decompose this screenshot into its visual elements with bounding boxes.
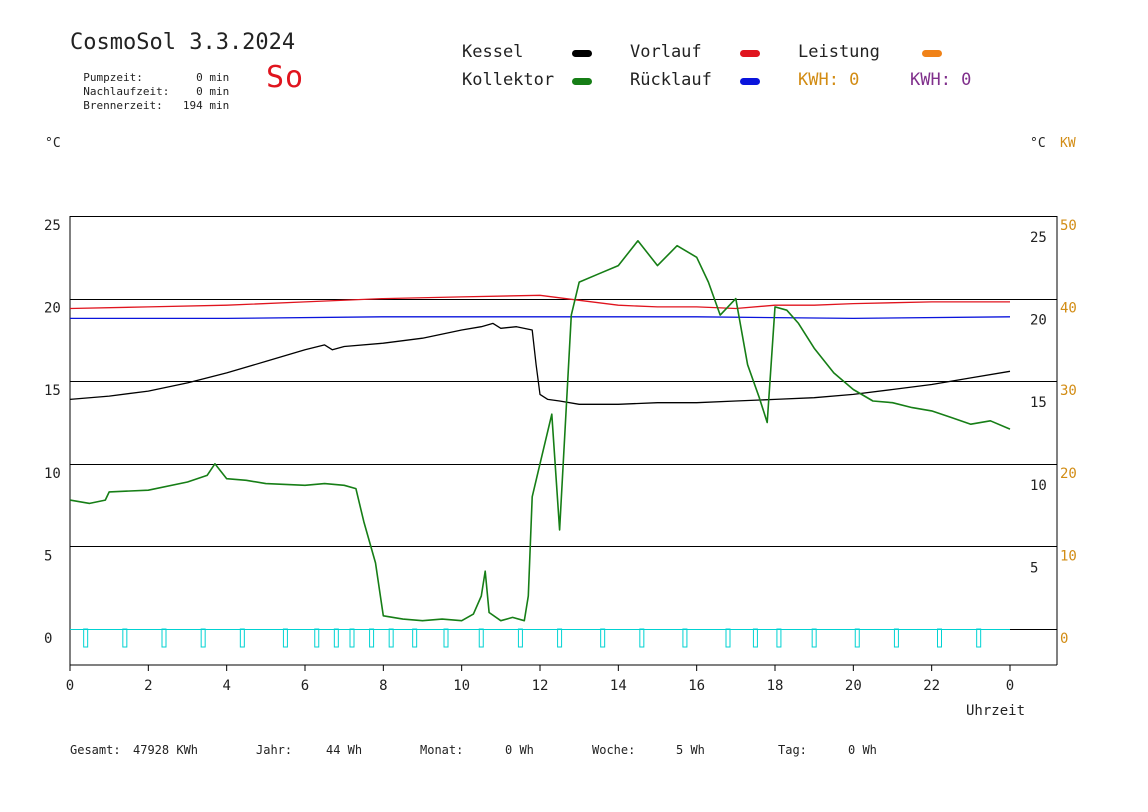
pump-pulse bbox=[122, 628, 128, 648]
info-brennerzeit: Brennerzeit: 194 min bbox=[70, 86, 229, 112]
right-axis-unit-kw: KW bbox=[1060, 136, 1076, 151]
x-tick-label: 14 bbox=[610, 678, 627, 694]
kwh-purple: KWH: 0 bbox=[910, 70, 972, 90]
pump-pulse bbox=[776, 628, 782, 648]
x-tick-label: 16 bbox=[688, 678, 705, 694]
day-label: So bbox=[266, 60, 305, 95]
x-tick-label: 18 bbox=[767, 678, 784, 694]
x-tick-label: 12 bbox=[532, 678, 549, 694]
legend-vorlauf-label: Vorlauf bbox=[630, 42, 702, 62]
y-tick-label-right-kw: 10 bbox=[1060, 548, 1077, 564]
pump-pulse bbox=[443, 628, 449, 648]
y-tick-label-right-c: 10 bbox=[1030, 478, 1047, 494]
kwh-orange: KWH: 0 bbox=[798, 70, 860, 90]
pump-pulse bbox=[600, 628, 606, 648]
info-label: Pumpzeit: bbox=[83, 71, 143, 84]
pump-pulse bbox=[161, 628, 167, 648]
y-tick-label-right-kw: 20 bbox=[1060, 466, 1077, 482]
info-label: Nachlaufzeit: bbox=[83, 85, 170, 98]
y-tick-label-left: 5 bbox=[44, 548, 52, 564]
pump-pulse bbox=[752, 628, 758, 648]
pump-pulse bbox=[412, 628, 418, 648]
y-tick-label-right-c: 20 bbox=[1030, 313, 1047, 329]
legend-leistung-label: Leistung bbox=[798, 42, 880, 62]
legend-leistung-swatch bbox=[922, 50, 942, 57]
y-tick-label-right-c: 15 bbox=[1030, 395, 1047, 411]
footer-jahr-label: Jahr: bbox=[256, 743, 293, 757]
series-line-kessel bbox=[69, 322, 1011, 405]
info-pumpzeit: Pumpzeit: 0 min bbox=[70, 58, 229, 84]
y-tick-label-right-kw: 50 bbox=[1060, 218, 1077, 234]
y-tick-label-left: 0 bbox=[44, 631, 52, 647]
info-nachlaufzeit: Nachlaufzeit: 0 min bbox=[70, 72, 229, 98]
y-tick-label-left: 25 bbox=[44, 218, 61, 234]
pump-pulse bbox=[282, 628, 288, 648]
pump-pulse bbox=[239, 628, 245, 648]
pump-pulse bbox=[83, 628, 89, 648]
footer-monat-label: Monat: bbox=[420, 743, 464, 757]
x-tick-label: 4 bbox=[222, 678, 230, 694]
x-tick-label: 6 bbox=[301, 678, 309, 694]
pump-pulse bbox=[854, 628, 860, 648]
y-tick-label-right-c: 25 bbox=[1030, 230, 1047, 246]
footer-gesamt-value: 47928 KWh bbox=[133, 743, 199, 757]
legend-kollektor-swatch bbox=[572, 78, 592, 85]
pump-pulse bbox=[478, 628, 484, 648]
x-tick-label: 10 bbox=[453, 678, 470, 694]
pump-pulse bbox=[811, 628, 817, 648]
x-tick-label: 0 bbox=[1006, 678, 1014, 694]
legend-kessel-label: Kessel bbox=[462, 42, 524, 62]
legend-kessel-swatch bbox=[572, 50, 592, 57]
footer-tag-label: Tag: bbox=[778, 743, 807, 757]
y-tick-label-right-kw: 40 bbox=[1060, 301, 1077, 317]
y-tick-label-right-kw: 0 bbox=[1060, 631, 1068, 647]
footer-gesamt-label: Gesamt: bbox=[70, 743, 121, 757]
x-tick-label: 0 bbox=[66, 678, 74, 694]
pump-pulse bbox=[333, 628, 339, 648]
left-axis-unit: °C bbox=[45, 136, 61, 151]
pump-pulse bbox=[725, 628, 731, 648]
y-tick-label-left: 20 bbox=[44, 301, 61, 317]
pump-pulse bbox=[200, 628, 206, 648]
series-line-vorlauf bbox=[69, 294, 1010, 310]
x-tick-label: 8 bbox=[379, 678, 387, 694]
y-tick-label-right-c: 5 bbox=[1030, 560, 1038, 576]
x-tick-label: 22 bbox=[923, 678, 940, 694]
y-tick-label-left: 10 bbox=[44, 466, 61, 482]
y-tick-label-left: 15 bbox=[44, 383, 61, 399]
info-label: Brennerzeit: bbox=[83, 99, 163, 112]
legend-ruecklauf-swatch bbox=[740, 78, 760, 85]
info-value: 0 min bbox=[196, 85, 230, 98]
page-title: CosmoSol 3.3.2024 bbox=[70, 30, 296, 55]
legend-ruecklauf-label: Rücklauf bbox=[630, 70, 712, 90]
pump-pulse bbox=[517, 628, 523, 648]
footer-monat-value: 0 Wh bbox=[505, 743, 534, 757]
legend-vorlauf-swatch bbox=[740, 50, 760, 57]
x-axis-label: Uhrzeit bbox=[966, 703, 1025, 719]
pump-pulse bbox=[388, 628, 394, 648]
pump-pulse bbox=[976, 628, 982, 648]
right-axis-unit-c: °C bbox=[1030, 136, 1046, 151]
x-tick-label: 20 bbox=[845, 678, 862, 694]
pump-pulse bbox=[369, 628, 375, 648]
info-value: 194 min bbox=[182, 99, 230, 112]
pump-pulse bbox=[557, 628, 563, 648]
pump-pulse bbox=[937, 628, 942, 648]
legend-kollektor-label: Kollektor bbox=[462, 70, 555, 90]
pump-pulse bbox=[682, 628, 688, 648]
footer-tag-value: 0 Wh bbox=[848, 743, 877, 757]
footer-woche-value: 5 Wh bbox=[676, 743, 705, 757]
y-tick-label-right-kw: 30 bbox=[1060, 383, 1077, 399]
footer-woche-label: Woche: bbox=[592, 743, 636, 757]
pump-pulse bbox=[893, 628, 899, 648]
pump-pulse bbox=[314, 628, 320, 648]
series-line-kollektor bbox=[69, 240, 1011, 622]
series-line-ruecklauf bbox=[70, 316, 1011, 320]
x-tick-label: 2 bbox=[144, 678, 152, 694]
footer-jahr-value: 44 Wh bbox=[326, 743, 363, 757]
info-value: 0 min bbox=[196, 71, 230, 84]
pump-pulse bbox=[349, 628, 355, 648]
pump-pulse bbox=[639, 628, 645, 648]
